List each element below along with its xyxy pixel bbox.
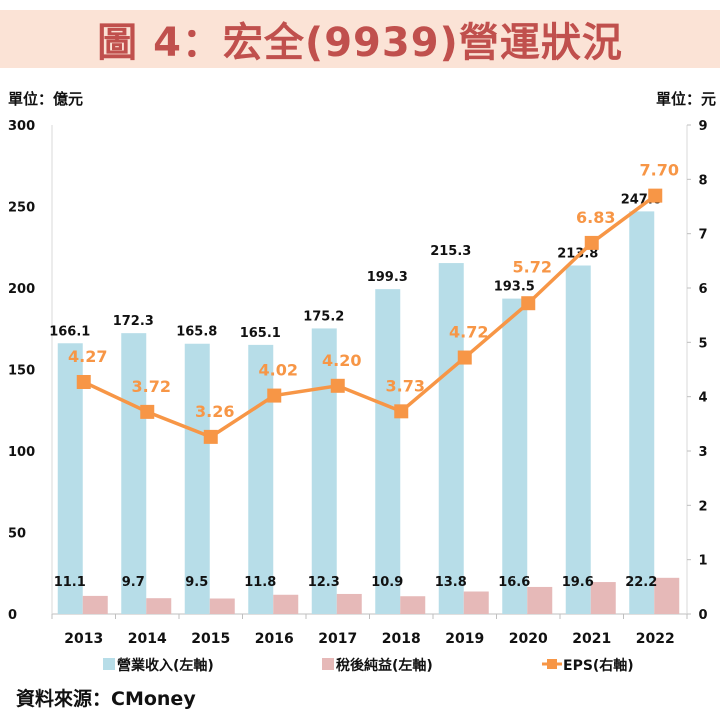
revenue-bar: [502, 298, 528, 614]
eps-point: [203, 429, 218, 444]
revenue-data-label: 199.3: [367, 270, 408, 285]
eps-point: [648, 188, 663, 203]
eps-point: [76, 374, 91, 389]
left-tick-label: 50: [8, 527, 26, 542]
revenue-bar: [121, 333, 147, 614]
right-axis-unit: 單位：元: [655, 90, 716, 108]
x-tick-label: 2015: [191, 631, 230, 647]
x-tick-label: 2021: [572, 631, 611, 647]
left-axis-unit: 單位：億元: [8, 90, 84, 108]
eps-line: [83, 194, 657, 439]
left-tick-label: 300: [8, 119, 35, 134]
eps-point: [140, 404, 155, 419]
x-tick-label: 2022: [636, 631, 675, 647]
x-tick-label: 2018: [382, 631, 421, 647]
net-income-data-label: 9.5: [185, 575, 208, 590]
revenue-bar: [629, 211, 655, 614]
x-tick-label: 2016: [255, 631, 294, 647]
eps-data-label: 3.73: [386, 376, 425, 395]
eps-data-label: 5.72: [513, 258, 552, 277]
right-tick-label: 4: [698, 391, 707, 406]
revenue-bar: [248, 344, 274, 614]
left-tick-label: 200: [8, 282, 35, 297]
eps-point: [584, 235, 599, 250]
net-income-bar: [82, 595, 108, 614]
net-income-bar: [273, 594, 299, 614]
net-income-data-label: 13.8: [435, 575, 467, 590]
eps-data-label: 4.20: [322, 351, 361, 370]
title-banner: 圖 4：宏全(9939)營運狀況: [0, 10, 720, 68]
eps-point: [521, 296, 536, 311]
eps-point: [394, 404, 409, 419]
chart-title: 圖 4：宏全(9939)營運狀況: [97, 20, 623, 66]
x-tick-label: 2020: [509, 631, 548, 647]
x-tick-label: 2017: [318, 631, 357, 647]
net-income-bar: [463, 591, 489, 614]
left-tick-label: 150: [8, 364, 35, 379]
x-tick-label: 2014: [128, 631, 167, 647]
net-income-bar: [590, 582, 616, 614]
net-income-bar: [654, 577, 680, 614]
revenue-bar: [184, 343, 210, 614]
right-tick-label: 6: [698, 282, 707, 297]
right-tick-label: 8: [698, 173, 707, 188]
right-tick-label: 3: [698, 445, 707, 460]
right-tick-label: 9: [698, 119, 707, 134]
net-income-data-label: 11.1: [54, 575, 86, 590]
right-tick-label: 5: [698, 336, 707, 351]
eps-point: [267, 388, 282, 403]
x-tick-label: 2019: [445, 631, 484, 647]
eps-data-label: 7.70: [640, 161, 679, 180]
eps-data-label: 6.83: [576, 208, 615, 227]
eps-point: [330, 378, 345, 393]
net-income-data-label: 16.6: [498, 575, 530, 590]
legend-net-income-label: 稅後純益(左軸): [336, 657, 433, 674]
net-income-data-label: 12.3: [308, 575, 340, 590]
eps-data-label: 3.26: [195, 402, 234, 421]
legend-eps-label: EPS(右軸): [563, 657, 634, 674]
revenue-data-label: 172.3: [113, 314, 154, 329]
net-income-data-label: 10.9: [371, 575, 403, 590]
net-income-bar: [146, 598, 172, 614]
net-income-bar: [527, 586, 553, 614]
x-tick-label: 2013: [64, 631, 103, 647]
right-tick-label: 0: [698, 608, 707, 623]
net-income-bar: [209, 598, 235, 614]
legend-eps-marker: [547, 659, 557, 669]
revenue-bar: [311, 328, 337, 614]
revenue-data-label: 166.1: [49, 324, 90, 339]
right-tick-label: 1: [698, 554, 707, 569]
revenue-bar: [375, 289, 401, 614]
revenue-data-label: 165.8: [176, 325, 217, 340]
revenue-data-label: 215.3: [430, 244, 471, 259]
right-tick-label: 2: [698, 499, 707, 514]
legend-revenue-label: 營業收入(左軸): [117, 657, 214, 674]
net-income-bar: [400, 596, 426, 614]
revenue-bar: [438, 263, 464, 614]
revenue-data-label: 165.1: [240, 326, 281, 341]
eps-data-label: 3.72: [132, 377, 171, 396]
revenue-data-label: 175.2: [303, 309, 344, 324]
eps-data-label: 4.72: [449, 323, 488, 342]
legend-revenue-swatch: [103, 658, 115, 670]
left-tick-label: 0: [8, 608, 17, 623]
left-tick-label: 100: [8, 445, 35, 460]
eps-data-label: 4.27: [68, 347, 107, 366]
eps-point: [457, 350, 472, 365]
net-income-data-label: 9.7: [122, 575, 145, 590]
net-income-bar: [336, 593, 362, 614]
net-income-data-label: 19.6: [562, 575, 594, 590]
source-note: 資料來源：CMoney: [16, 688, 196, 710]
right-tick-label: 7: [698, 228, 707, 243]
revenue-data-label: 193.5: [494, 280, 535, 295]
revenue-bar: [565, 265, 591, 614]
left-tick-label: 250: [8, 201, 35, 216]
net-income-data-label: 22.2: [625, 575, 657, 590]
net-income-data-label: 11.8: [244, 575, 276, 590]
legend-net-income-swatch: [322, 658, 334, 670]
eps-data-label: 4.02: [259, 361, 298, 380]
